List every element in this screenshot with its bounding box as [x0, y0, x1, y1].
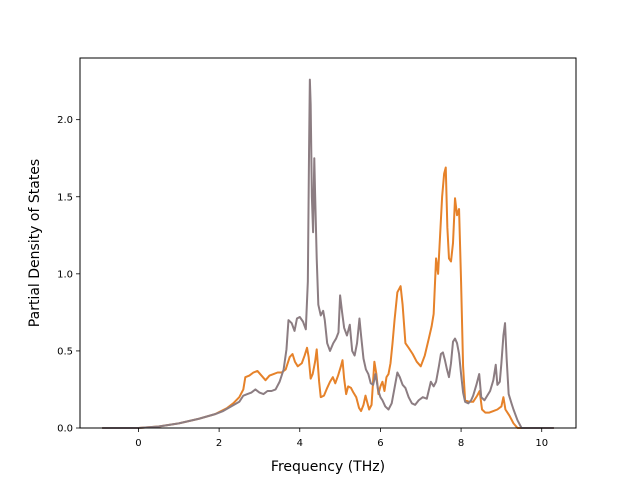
- plot-frame: [79, 57, 577, 429]
- x-axis-label: Frequency (THz): [271, 459, 385, 475]
- y-axis-label: Partial Density of States: [27, 159, 43, 327]
- y-tick-label: 0.5: [57, 346, 73, 357]
- series-layer: [102, 78, 554, 429]
- y-tick-label: 2.0: [57, 115, 73, 126]
- x-tick-label: 10: [535, 438, 548, 449]
- y-tick-label: 0.0: [57, 424, 73, 435]
- x-tick-label: 6: [377, 438, 383, 449]
- x-tick-label: 8: [458, 438, 464, 449]
- series-line-1: [102, 166, 554, 429]
- series-line-2: [102, 78, 554, 429]
- x-tick-label: 2: [216, 438, 222, 449]
- y-tick-label: 1.5: [57, 192, 73, 203]
- x-tick-label: 4: [297, 438, 303, 449]
- tick-layer: 0 2 4 6 8 10 0.0 0.5 1.0 1.5 2.0: [57, 115, 548, 449]
- x-tick-label: 0: [135, 438, 141, 449]
- y-tick-label: 1.0: [57, 269, 73, 280]
